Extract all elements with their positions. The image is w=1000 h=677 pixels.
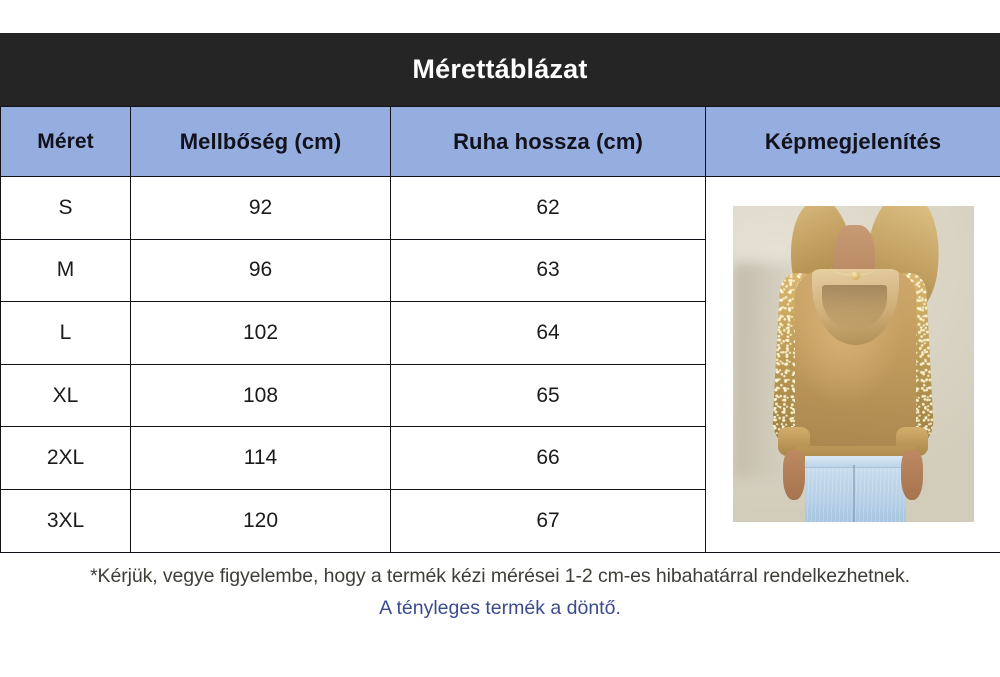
cell-bust: 114 (130, 426, 391, 490)
disclaimer-line-1: *Kérjük, vegye figyelembe, hogy a termék… (90, 565, 910, 587)
denim-seam (853, 465, 855, 523)
size-table: Méret Mellbőség (cm) Ruha hossza (cm) Ké… (0, 106, 1000, 553)
column-header-bust: Mellbőség (cm) (130, 106, 391, 177)
chart-title-band: Mérettáblázat (0, 33, 1000, 106)
table-row: M 96 63 (0, 238, 1000, 303)
product-image-cell (705, 176, 1000, 553)
table-header-row: Méret Mellbőség (cm) Ruha hossza (cm) Ké… (0, 106, 1000, 177)
cell-bust: 120 (130, 488, 391, 553)
cell-size: XL (0, 363, 131, 428)
cell-bust: 108 (130, 363, 391, 428)
column-header-size: Méret (0, 106, 131, 177)
column-header-length: Ruha hossza (cm) (390, 106, 706, 177)
denim-waistband (804, 455, 907, 468)
table-body: S 92 62 (0, 176, 1000, 553)
cell-size: S (0, 176, 131, 240)
measurement-disclaimer: *Kérjük, vegye figyelembe, hogy a termék… (0, 560, 1000, 624)
product-photo (732, 206, 974, 523)
model-arm-left (783, 449, 805, 501)
page-title: Mérettáblázat (412, 54, 588, 84)
table-row: 3XL 120 67 (0, 488, 1000, 553)
cell-size: L (0, 301, 131, 365)
cell-length: 62 (390, 176, 706, 240)
cell-length: 67 (390, 488, 706, 553)
column-header-image: Képmegjelenítés (705, 106, 1000, 177)
cell-size: 3XL (0, 488, 131, 553)
cell-bust: 102 (130, 301, 391, 365)
cell-size: M (0, 238, 131, 303)
table-row: XL 108 65 (0, 363, 1000, 428)
cell-length: 65 (390, 363, 706, 428)
necklace-pendant (850, 271, 860, 281)
cell-length: 64 (390, 301, 706, 365)
model-arm-right (901, 449, 923, 501)
cell-length: 63 (390, 238, 706, 303)
table-row: S 92 62 (0, 176, 1000, 553)
cell-size: 2XL (0, 426, 131, 490)
cell-bust: 92 (130, 176, 391, 240)
table-row: 2XL 114 66 (0, 426, 1000, 490)
cell-bust: 96 (130, 238, 391, 303)
table-header: Méret Mellbőség (cm) Ruha hossza (cm) Ké… (0, 106, 1000, 177)
table-row: L 102 64 (0, 301, 1000, 365)
cell-length: 66 (390, 426, 706, 490)
disclaimer-line-2: A tényleges termék a döntő. (379, 597, 621, 619)
